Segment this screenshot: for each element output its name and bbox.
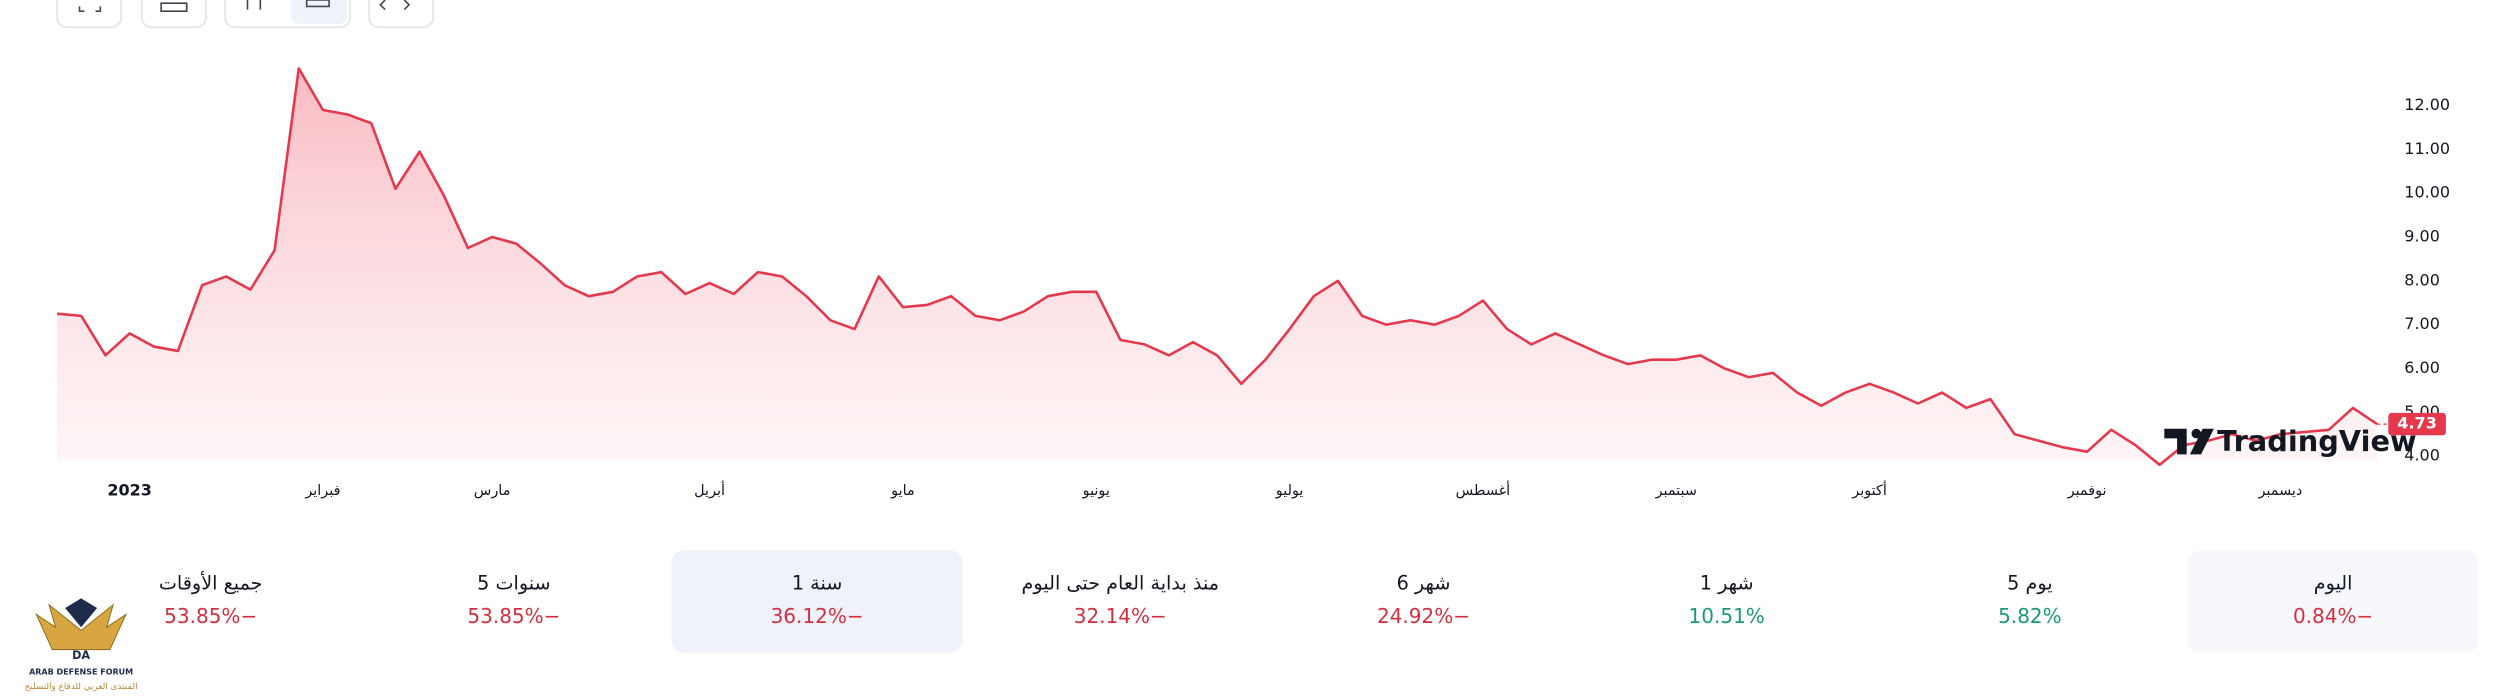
period-button[interactable]: اليوم 0.84%−	[2187, 550, 2479, 653]
price-line	[56, 67, 2378, 467]
plot-area: 4.005.006.007.008.009.0010.0011.0012.002…	[56, 67, 2450, 500]
period-value: 10.51%	[1689, 604, 1765, 628]
period-value: 24.92%−	[1377, 604, 1470, 628]
watermark-name: ARAB DEFENSE FORUM	[29, 668, 133, 677]
period-label: 5 يوم	[2007, 572, 2052, 595]
y-tick-label: 8.00	[2404, 270, 2440, 289]
tradingview-logo: TradingView	[2164, 424, 2417, 458]
x-tick-label: يوليو	[1275, 483, 1304, 499]
logo-icon	[2191, 428, 2202, 439]
y-tick-label: 6.00	[2404, 358, 2440, 377]
toolbar-icons	[78, 0, 411, 12]
period-button[interactable]: 1 سنة 36.12%−	[671, 550, 963, 653]
x-tick-label: أكتوبر	[1851, 480, 1887, 499]
last-price-badge	[2388, 412, 2446, 436]
period-value: 5.82%	[1998, 604, 2062, 628]
x-tick-label: مارس	[474, 483, 511, 499]
period-label: 6 شهر	[1397, 572, 1451, 595]
period-value: 36.12%−	[771, 604, 864, 628]
period-button[interactable]: جميع الأوقات 53.85%−	[159, 571, 263, 629]
period-button[interactable]: 5 سنوات 53.85%−	[467, 572, 560, 629]
period-label: 1 شهر	[1700, 572, 1754, 595]
x-tick-label: يونيو	[1082, 483, 1110, 499]
area-style-button[interactable]	[290, 0, 347, 24]
period-label: 1 سنة	[792, 572, 842, 595]
period-label: منذ بداية العام حتى اليوم	[1022, 572, 1219, 595]
period-button[interactable]: منذ بداية العام حتى اليوم 32.14%−	[1022, 572, 1219, 629]
period-highlight	[2187, 550, 2479, 653]
y-tick-label: 4.00	[2404, 446, 2440, 465]
period-button[interactable]: 1 شهر 10.51%	[1689, 572, 1765, 629]
period-label: 5 سنوات	[477, 572, 551, 595]
watermark-initials: DA	[72, 649, 90, 662]
period-button[interactable]: 6 شهر 24.92%−	[1377, 572, 1470, 629]
snapshot-button[interactable]	[141, 0, 207, 28]
x-tick-label: مايو	[890, 483, 915, 499]
y-tick-label: 12.00	[2404, 95, 2450, 114]
y-tick-label: 7.00	[2404, 314, 2440, 333]
y-tick-label: 10.00	[2404, 183, 2450, 202]
x-tick-label: ديسمبر	[2258, 483, 2303, 499]
x-tick-label: أغسطس	[1456, 480, 1511, 499]
period-highlight	[671, 550, 963, 653]
x-tick-label: 2023	[107, 481, 152, 500]
period-value: 53.85%−	[164, 604, 257, 628]
toolbar	[56, 0, 434, 28]
watermark-emblem	[35, 603, 128, 651]
area-fill	[57, 68, 2378, 465]
x-tick-label: سبتمبر	[1655, 483, 1697, 499]
y-tick-label: 11.00	[2404, 139, 2450, 158]
last-price-label: 4.73	[2397, 414, 2436, 433]
period-button[interactable]: 5 يوم 5.82%	[1998, 572, 2062, 629]
period-label: اليوم	[2314, 572, 2353, 595]
watermark-emblem	[65, 598, 98, 628]
logo-icon	[2164, 428, 2214, 455]
fullscreen-button[interactable]	[56, 0, 122, 28]
x-tick-label: أبريل	[694, 480, 725, 499]
period-value: 53.85%−	[467, 604, 560, 628]
watermark-subtitle: المنتدى العربي للدفاع والتسليح	[25, 682, 138, 692]
embed-button[interactable]	[368, 0, 434, 28]
x-tick-label: فبراير	[304, 483, 340, 499]
logo-text: TradingView	[2217, 424, 2417, 458]
x-tick-label: نوفمبر	[2067, 483, 2107, 499]
period-value: 32.14%−	[1074, 604, 1167, 628]
period-label: جميع الأوقات	[159, 571, 263, 595]
watermark: DA ARAB DEFENSE FORUM المنتدى العربي للد…	[25, 598, 138, 692]
y-tick-label: 9.00	[2404, 227, 2440, 246]
performance-row: جميع الأوقات 53.85%− 5 سنوات 53.85%− 1 سنة 36…	[159, 550, 2479, 653]
period-value: 0.84%−	[2293, 604, 2373, 628]
